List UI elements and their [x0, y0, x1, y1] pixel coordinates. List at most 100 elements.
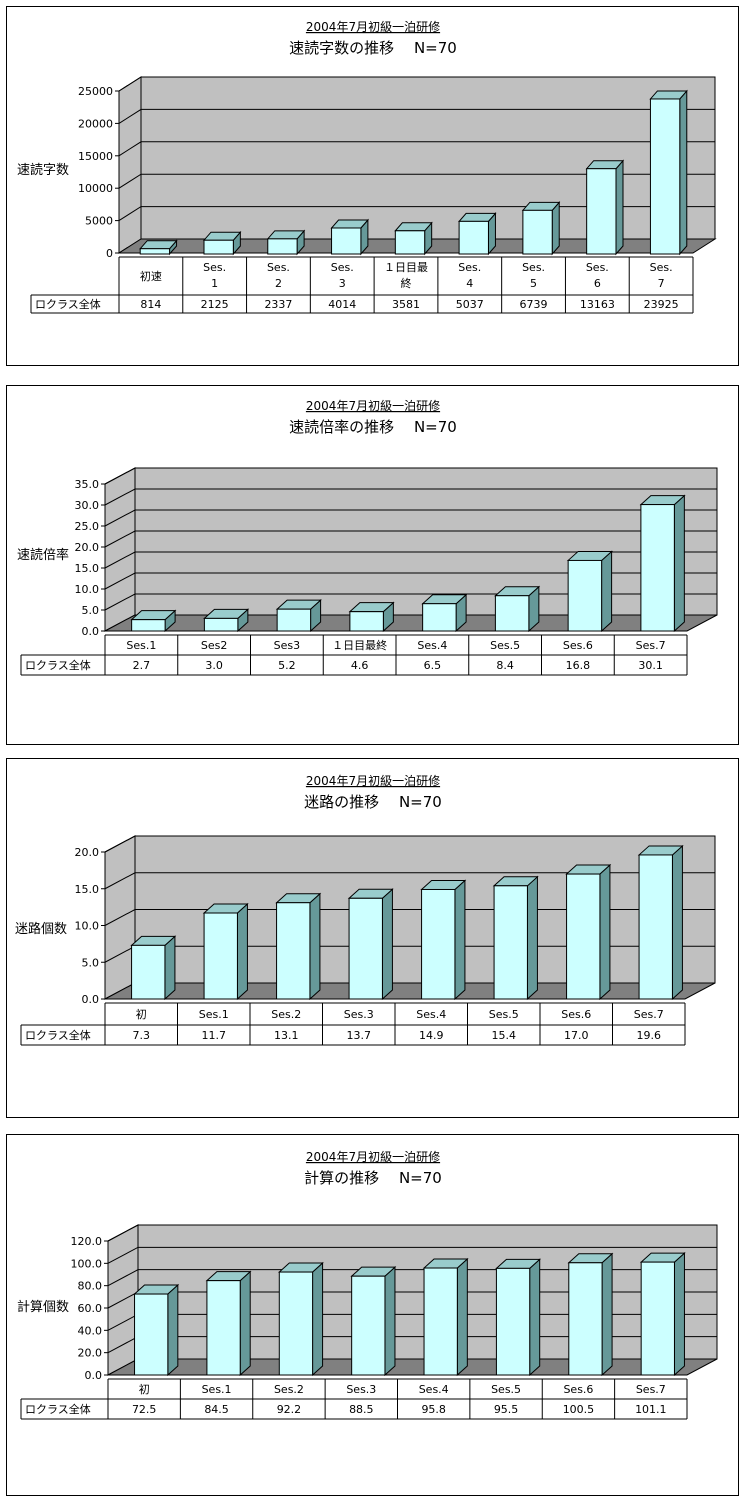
bar-side — [309, 892, 321, 1001]
bar-front — [421, 888, 456, 1000]
value-label: 13163 — [580, 298, 615, 311]
bar-front — [276, 902, 311, 1000]
bar-side — [671, 844, 683, 1001]
value-label: 15.4 — [492, 1029, 517, 1042]
bar-front — [203, 912, 238, 1000]
y-tick-label: 0.0 — [82, 625, 100, 638]
bar-1 — [130, 609, 177, 633]
gridline — [118, 76, 715, 92]
chart-panel-2: 2004年7月初級一泊研修 速読倍率の推移 N=70 速読倍率 0.0 5.0 10.0 1… — [6, 385, 739, 745]
bar-3 — [275, 892, 322, 1001]
gridline — [104, 509, 717, 527]
y-tick-label: 60.0 — [78, 1302, 103, 1315]
side-wall — [118, 76, 142, 254]
category-label: Ses.5 — [489, 1008, 519, 1021]
floor — [104, 614, 718, 632]
value-label: 16.8 — [566, 659, 591, 672]
bar-front — [423, 1267, 458, 1376]
floor — [107, 1358, 718, 1376]
y-tick-label: 15000 — [78, 150, 113, 163]
value-label: 84.5 — [204, 1403, 229, 1416]
bar-6 — [492, 875, 539, 1001]
bar-side — [673, 494, 685, 633]
value-label: 95.8 — [421, 1403, 446, 1416]
category-label: Ses.7 — [636, 639, 666, 652]
y-tick-label: 10.0 — [75, 583, 100, 596]
category-label: Ses. — [650, 261, 673, 274]
bar-side — [384, 1266, 396, 1377]
gridline — [104, 572, 717, 590]
value-label: 4014 — [328, 298, 356, 311]
bar-side — [615, 159, 624, 256]
bar-4 — [330, 218, 369, 256]
y-tick-label: 25000 — [78, 85, 113, 98]
value-label: 2.7 — [133, 659, 151, 672]
bar-2 — [203, 608, 250, 633]
bar-front — [567, 559, 603, 632]
bar-6 — [495, 1258, 542, 1377]
bar-side — [454, 879, 466, 1001]
bar-side — [239, 1270, 251, 1377]
category-label: Ses. — [203, 261, 226, 274]
category-label: Ses.4 — [419, 1383, 449, 1396]
category-label: Ses. — [586, 261, 609, 274]
chart-panel-4: 2004年7月初級一泊研修 計算の推移 N=70 計算個数 0.0 20.0 40.0 60… — [6, 1134, 739, 1496]
y-tick-label: 0.0 — [82, 993, 100, 1006]
bar-side — [164, 935, 176, 1001]
bar-5 — [422, 1257, 469, 1377]
back-wall — [140, 76, 716, 240]
bar-front — [348, 897, 383, 1000]
value-label: 101.1 — [635, 1403, 667, 1416]
category-label: Ses.4 — [417, 639, 447, 652]
bar-front — [331, 227, 362, 255]
value-label: 30.1 — [638, 659, 663, 672]
category-label: 5 — [530, 277, 537, 290]
gridline — [107, 1224, 717, 1242]
value-label: 13.1 — [274, 1029, 299, 1042]
chart-3-suptitle: 2004年7月初級一泊研修 — [306, 773, 440, 788]
bar-side — [381, 888, 393, 1001]
gridline — [104, 488, 717, 506]
bar-front — [131, 619, 166, 632]
bar-top — [266, 230, 306, 240]
y-tick-label: 0 — [106, 247, 113, 260]
bar-front — [394, 230, 426, 255]
bar-side — [529, 1258, 541, 1377]
chart-4-title: 計算の推移 N=70 — [304, 1169, 442, 1187]
value-label: 13.7 — [347, 1029, 372, 1042]
y-tick-label: 5.0 — [82, 604, 100, 617]
category-label: 4 — [466, 277, 473, 290]
bar-front — [522, 209, 553, 255]
bar-side — [551, 201, 560, 256]
series-label: ロクラス全体 — [25, 1402, 91, 1416]
gridline — [104, 835, 715, 853]
category-label: Ses.7 — [636, 1383, 666, 1396]
bar-side — [601, 550, 613, 633]
category-label: Ses.1 — [199, 1008, 229, 1021]
bar-front — [494, 595, 530, 632]
chart-4-ylabel: 計算個数 — [17, 1299, 69, 1315]
chart-3-title: 迷路の推移 N=70 — [304, 793, 442, 811]
bar-top — [585, 160, 625, 170]
bar-4 — [348, 601, 395, 633]
bar-top — [521, 201, 561, 211]
y-tick-label: 20.0 — [75, 541, 100, 554]
value-label: 92.2 — [277, 1403, 302, 1416]
series-label: ロクラス全体 — [25, 658, 91, 672]
category-label: 3 — [339, 277, 346, 290]
gridline — [104, 551, 717, 569]
bar-front — [638, 854, 673, 1000]
chart-2-title: 速読倍率の推移 N=70 — [289, 418, 457, 436]
bar-front — [278, 1271, 314, 1376]
bar-2 — [202, 230, 242, 256]
bar-side — [312, 1261, 324, 1377]
bar-7 — [565, 863, 612, 1001]
category-label: 初 — [136, 1007, 147, 1021]
bar-4 — [350, 1266, 397, 1377]
category-label: Ses.7 — [634, 1008, 664, 1021]
category-label: １日目最 — [384, 261, 428, 274]
bar-front — [458, 220, 489, 255]
value-label: 6.5 — [424, 659, 442, 672]
